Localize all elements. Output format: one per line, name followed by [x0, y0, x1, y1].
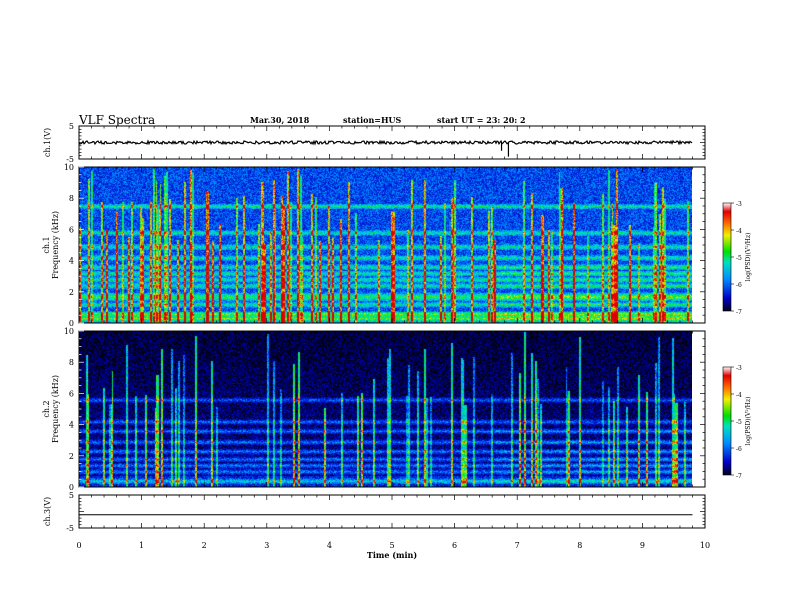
colorbar-label: log(PSD)(V²/Hz)	[745, 397, 752, 446]
ytick-label: -5	[66, 524, 74, 533]
colorbar-tick-label: -6	[736, 446, 742, 453]
xtick-label: 7	[515, 541, 520, 550]
ytick-label: 4	[69, 257, 74, 266]
xtick-label: 5	[389, 541, 394, 550]
ch2-spectrogram-image	[79, 331, 692, 487]
colorbar-tick-label: -7	[736, 309, 742, 316]
ytick-label: 4	[69, 421, 74, 430]
ytick-label: 2	[69, 452, 74, 461]
ylabel-ch.3(V): ch.3(V)	[43, 497, 52, 526]
ch1-waveform	[78, 139, 693, 146]
colorbar-tick-label: -5	[736, 419, 742, 426]
ytick-label: 10	[64, 163, 74, 172]
xtick-label: 0	[76, 541, 81, 550]
xtick-label: 2	[202, 541, 207, 550]
ytick-label: 8	[69, 194, 74, 203]
xtick-label: 3	[264, 541, 269, 550]
spectrogram-layer	[79, 167, 692, 487]
colorbar-tick-label: -7	[736, 473, 742, 480]
ylabel-channel: ch.1	[42, 236, 51, 253]
ytick-label: 10	[64, 327, 74, 336]
figure-title: VLF Spectra	[79, 113, 156, 127]
xtick-label: 10	[700, 541, 710, 550]
ylabel-ch.1(V): ch.1(V)	[43, 128, 52, 157]
colorbar-tick-label: -4	[736, 392, 742, 399]
ylabel-frequency: Frequency (kHz)	[51, 211, 60, 279]
ytick-label: 5	[69, 122, 74, 131]
colorbar-tick-label: -6	[736, 282, 742, 289]
station-label: station=HUS	[343, 115, 402, 125]
ytick-label: 2	[69, 288, 74, 297]
xtick-label: 1	[139, 541, 144, 550]
ytick-label: 6	[69, 225, 74, 234]
ytick-label: 0	[69, 483, 74, 492]
start-time-label: start UT = 23: 20: 2	[437, 115, 526, 125]
colorbar-tick-label: -3	[736, 365, 742, 372]
ytick-label: 6	[69, 389, 74, 398]
colorbar-tick-label: -5	[736, 255, 742, 262]
xlabel: Time (min)	[367, 550, 417, 560]
xtick-label: 6	[452, 541, 457, 550]
ytick-label: 5	[69, 491, 74, 500]
colorbar-1	[722, 202, 732, 312]
ytick-label: -5	[66, 155, 74, 164]
date-label: Mar.30, 2018	[250, 115, 310, 125]
xtick-label: 8	[577, 541, 582, 550]
ylabel-channel: ch.2	[42, 400, 51, 417]
ch1-spectrogram-image	[79, 167, 692, 323]
line-layer	[78, 139, 693, 516]
colorbar-tick-label: -3	[736, 201, 742, 208]
ytick-label: 8	[69, 358, 74, 367]
ytick-label: 0	[69, 319, 74, 328]
xtick-label: 4	[327, 541, 332, 550]
xtick-label: 9	[640, 541, 645, 550]
ylabel-frequency: Frequency (kHz)	[51, 375, 60, 443]
colorbar-tick-label: -4	[736, 228, 742, 235]
colorbar-2	[722, 366, 732, 476]
colorbar-label: log(PSD)(V²/Hz)	[745, 233, 752, 282]
